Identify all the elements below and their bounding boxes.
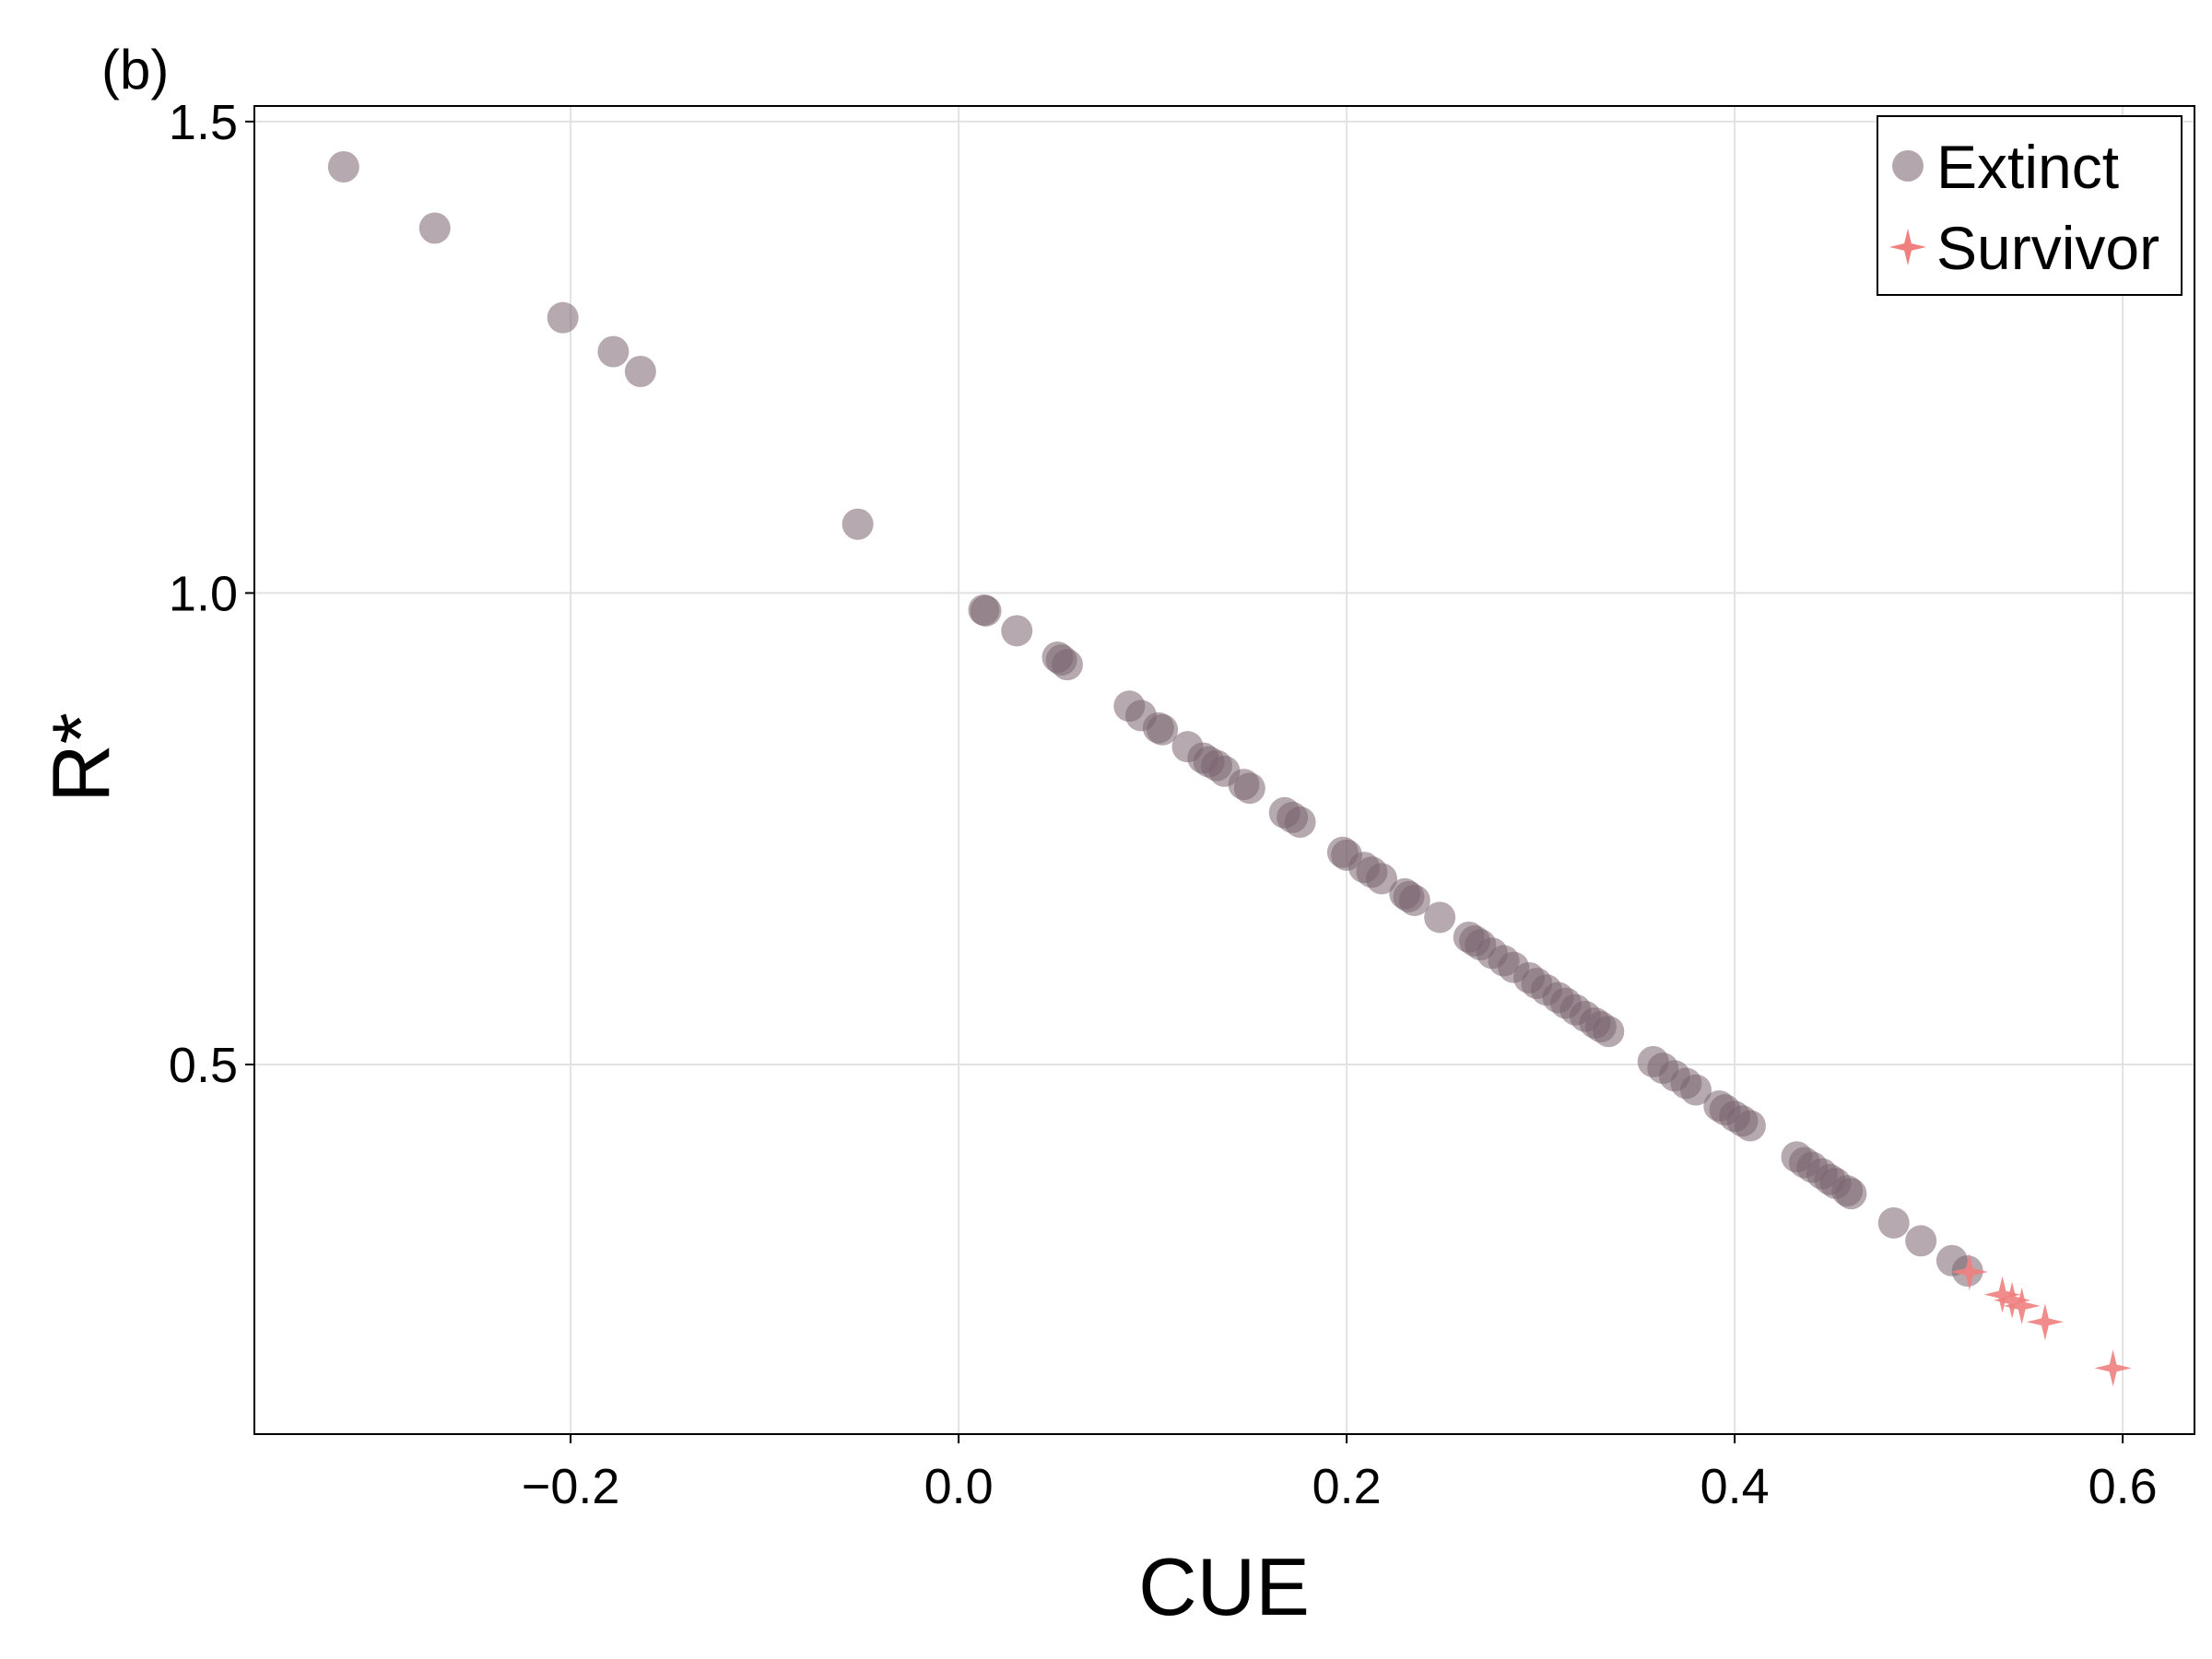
extinct-point bbox=[1877, 1206, 1910, 1239]
extinct-point bbox=[1284, 806, 1316, 839]
survivor-point bbox=[1950, 1253, 1988, 1290]
extinct-point bbox=[1835, 1178, 1867, 1210]
extinct-point bbox=[597, 335, 629, 368]
survivor-point bbox=[2003, 1287, 2041, 1324]
x-axis-title: CUE bbox=[1138, 1541, 1310, 1632]
extinct-point bbox=[547, 301, 579, 334]
legend-survivor-label: Survivor bbox=[1936, 214, 2159, 282]
extinct-point bbox=[1593, 1016, 1625, 1048]
x-tick-label: −0.2 bbox=[522, 1459, 620, 1514]
survivor-point bbox=[2094, 1349, 2132, 1387]
x-tick-label: 0.0 bbox=[924, 1459, 994, 1514]
legend: Extinct Survivor bbox=[1877, 115, 2183, 296]
y-tick-label: 1.5 bbox=[169, 95, 238, 150]
survivor-point bbox=[1983, 1276, 2021, 1313]
extinct-point bbox=[841, 508, 874, 540]
extinct-point bbox=[1734, 1110, 1766, 1142]
y-tick-label: 0.5 bbox=[169, 1038, 238, 1093]
extinct-point bbox=[1001, 615, 1033, 647]
grid bbox=[254, 106, 2194, 1434]
extinct-point bbox=[327, 150, 359, 182]
y-axis-title: R* bbox=[35, 712, 126, 803]
x-tick-label: 0.4 bbox=[1700, 1459, 1770, 1514]
extinct-point bbox=[1051, 649, 1083, 681]
extinct-point bbox=[418, 212, 451, 244]
extinct-point bbox=[1366, 863, 1398, 895]
extinct-point bbox=[1680, 1074, 1712, 1106]
legend-box bbox=[1877, 115, 2183, 296]
ticks: −0.2 0.0 0.2 0.4 0.6 0.5 1.0 1.5 bbox=[169, 95, 2158, 1514]
extinct-point bbox=[624, 355, 656, 387]
y-tick-label: 1.0 bbox=[169, 566, 238, 621]
extinct-point bbox=[970, 594, 1002, 627]
legend-extinct-marker bbox=[1892, 150, 1924, 182]
plot-frame bbox=[253, 105, 2195, 1435]
survivor-point bbox=[1994, 1281, 2031, 1319]
panel-label: (b) bbox=[101, 39, 169, 100]
extinct-point bbox=[1233, 772, 1265, 805]
legend-survivor-marker bbox=[1889, 229, 1926, 265]
x-tick-label: 0.6 bbox=[2088, 1459, 2158, 1514]
extinct-point bbox=[1905, 1225, 1937, 1257]
extinct-point bbox=[1398, 884, 1430, 916]
survivor-point bbox=[2026, 1303, 2064, 1341]
data-points bbox=[327, 150, 2132, 1387]
extinct-point bbox=[1424, 901, 1456, 934]
extinct-point bbox=[1147, 713, 1179, 746]
x-tick-label: 0.2 bbox=[1312, 1459, 1382, 1514]
legend-extinct-label: Extinct bbox=[1936, 133, 2119, 201]
